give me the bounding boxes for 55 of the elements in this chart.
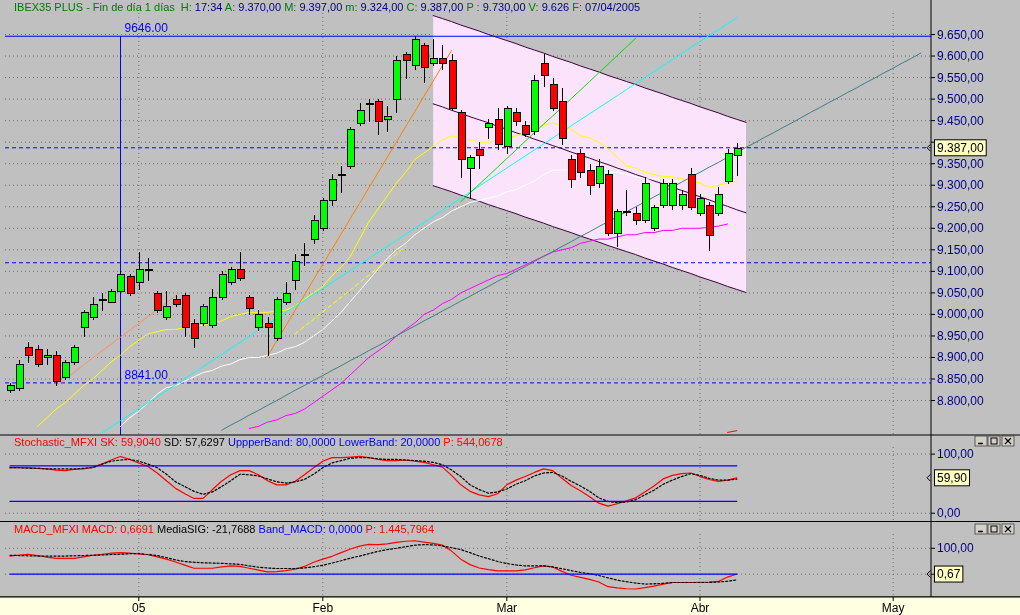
y-tick-label: 8.850,00 [937,372,985,387]
y-tick-label: 100,00 [937,541,975,556]
x-tick-label: Feb [312,601,334,615]
y-tick-label: 8.900,00 [937,350,985,365]
candlestick [541,53,549,88]
y-tick-label: 9.550,00 [937,70,985,85]
line-series [37,122,738,427]
candlestick [25,341,33,364]
candlestick [357,102,365,127]
chart-title: Stochastic_MFXI SK: 59,9040 SD: 57,6297 UppperBand: 80,0000 LowerBand: 20,0000 P: 544,0678 [14,436,503,448]
candlestick [246,294,254,316]
line-series [55,295,177,387]
text: H: 17:34 A: 9.370,00 M: 9.397,00 m: 9.324,00 C: 9.387,00 P : 9.730,00 V: 9.626 F: 07/04/2005 [180,0,641,13]
candlestick [485,118,493,140]
y-tick-label: 0,00 [937,506,961,521]
line-series [267,49,453,357]
line-series [248,223,729,430]
x-tick-label: May [881,601,905,615]
line-series [460,37,637,203]
y-tick-label: 9.100,00 [937,264,985,279]
x-tick-label: Mar [496,601,518,615]
candlestick [301,242,309,267]
x-tick-label: 05 [132,601,146,615]
y-tick-label: 9.000,00 [937,307,985,322]
chart-title: IBEX35 PLUS - Fin de día 1 días [14,0,176,13]
x-tick-label: Abr [690,601,710,615]
y-tick-label: 8.950,00 [937,328,985,343]
y-tick-label: 9.250,00 [937,199,985,214]
y-tick-label: 9.050,00 [937,285,985,300]
y-tick-label: 59,90 [937,470,968,485]
y-tick-label: 100,00 [937,447,975,462]
y-tick-label: 9.600,00 [937,49,985,64]
y-tick-label: 8.800,00 [937,393,985,408]
y-tick-label: 9.650,00 [937,27,985,42]
chart-title: MACD_MFXI MACD: 0,6691 MediaSIG: -21,7688 Band_MACD: 0,0000 P: 1.445,7964 [14,523,435,535]
line-series [294,245,407,335]
y-tick-label: 9.300,00 [937,178,985,193]
candlestick [338,165,346,194]
line-series [432,15,747,123]
line-series [432,103,747,214]
candlestick [292,253,300,291]
y-tick-label: 9.200,00 [937,221,985,236]
y-tick-label: 0,67 [937,567,961,582]
candlestick [476,141,484,170]
y-tick-label: 9.500,00 [937,92,985,107]
candlestick [255,309,263,332]
ref-line-label: 8841.00 [124,367,169,382]
y-tick-label: 9.387,00 [937,140,985,155]
y-tick-label: 9.150,00 [937,242,985,257]
y-tick-label: 9.350,00 [937,156,985,171]
y-tick-label: 9.450,00 [937,113,985,128]
ref-line-label: 9646.00 [124,21,169,36]
line-series [221,52,922,431]
line-series [432,185,747,293]
line-series [101,17,738,434]
